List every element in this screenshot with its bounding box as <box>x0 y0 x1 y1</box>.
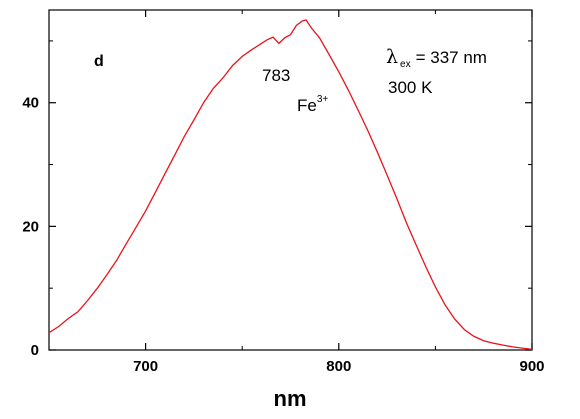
ion-label: Fe3+ <box>297 94 328 115</box>
y-tick-label: 0 <box>31 342 39 359</box>
x-tick-label: 700 <box>133 358 158 375</box>
x-tick-label: 900 <box>519 358 544 375</box>
lambda-symbol: λ <box>386 46 398 68</box>
peak-label: 783 <box>262 66 290 85</box>
panel-label: d <box>94 53 104 70</box>
axis-tick-labels: 700 800 900 0 20 40 <box>22 95 544 375</box>
ion-label-base: Fe <box>297 96 317 115</box>
x-tick-label: 800 <box>326 358 351 375</box>
lambda-value: = 337 nm <box>416 48 487 67</box>
temperature-label: 300 K <box>388 78 433 97</box>
spectrum-line <box>48 19 533 351</box>
ion-label-superscript: 3+ <box>317 94 329 105</box>
plot-frame <box>48 9 533 351</box>
axis-ticks <box>48 10 533 351</box>
x-axis-title: nm <box>274 386 307 411</box>
excitation-label: λ ex = 337 nm <box>386 46 487 70</box>
lambda-subscript: ex <box>400 59 411 70</box>
y-tick-label: 40 <box>22 95 39 112</box>
y-tick-label: 20 <box>22 218 39 235</box>
